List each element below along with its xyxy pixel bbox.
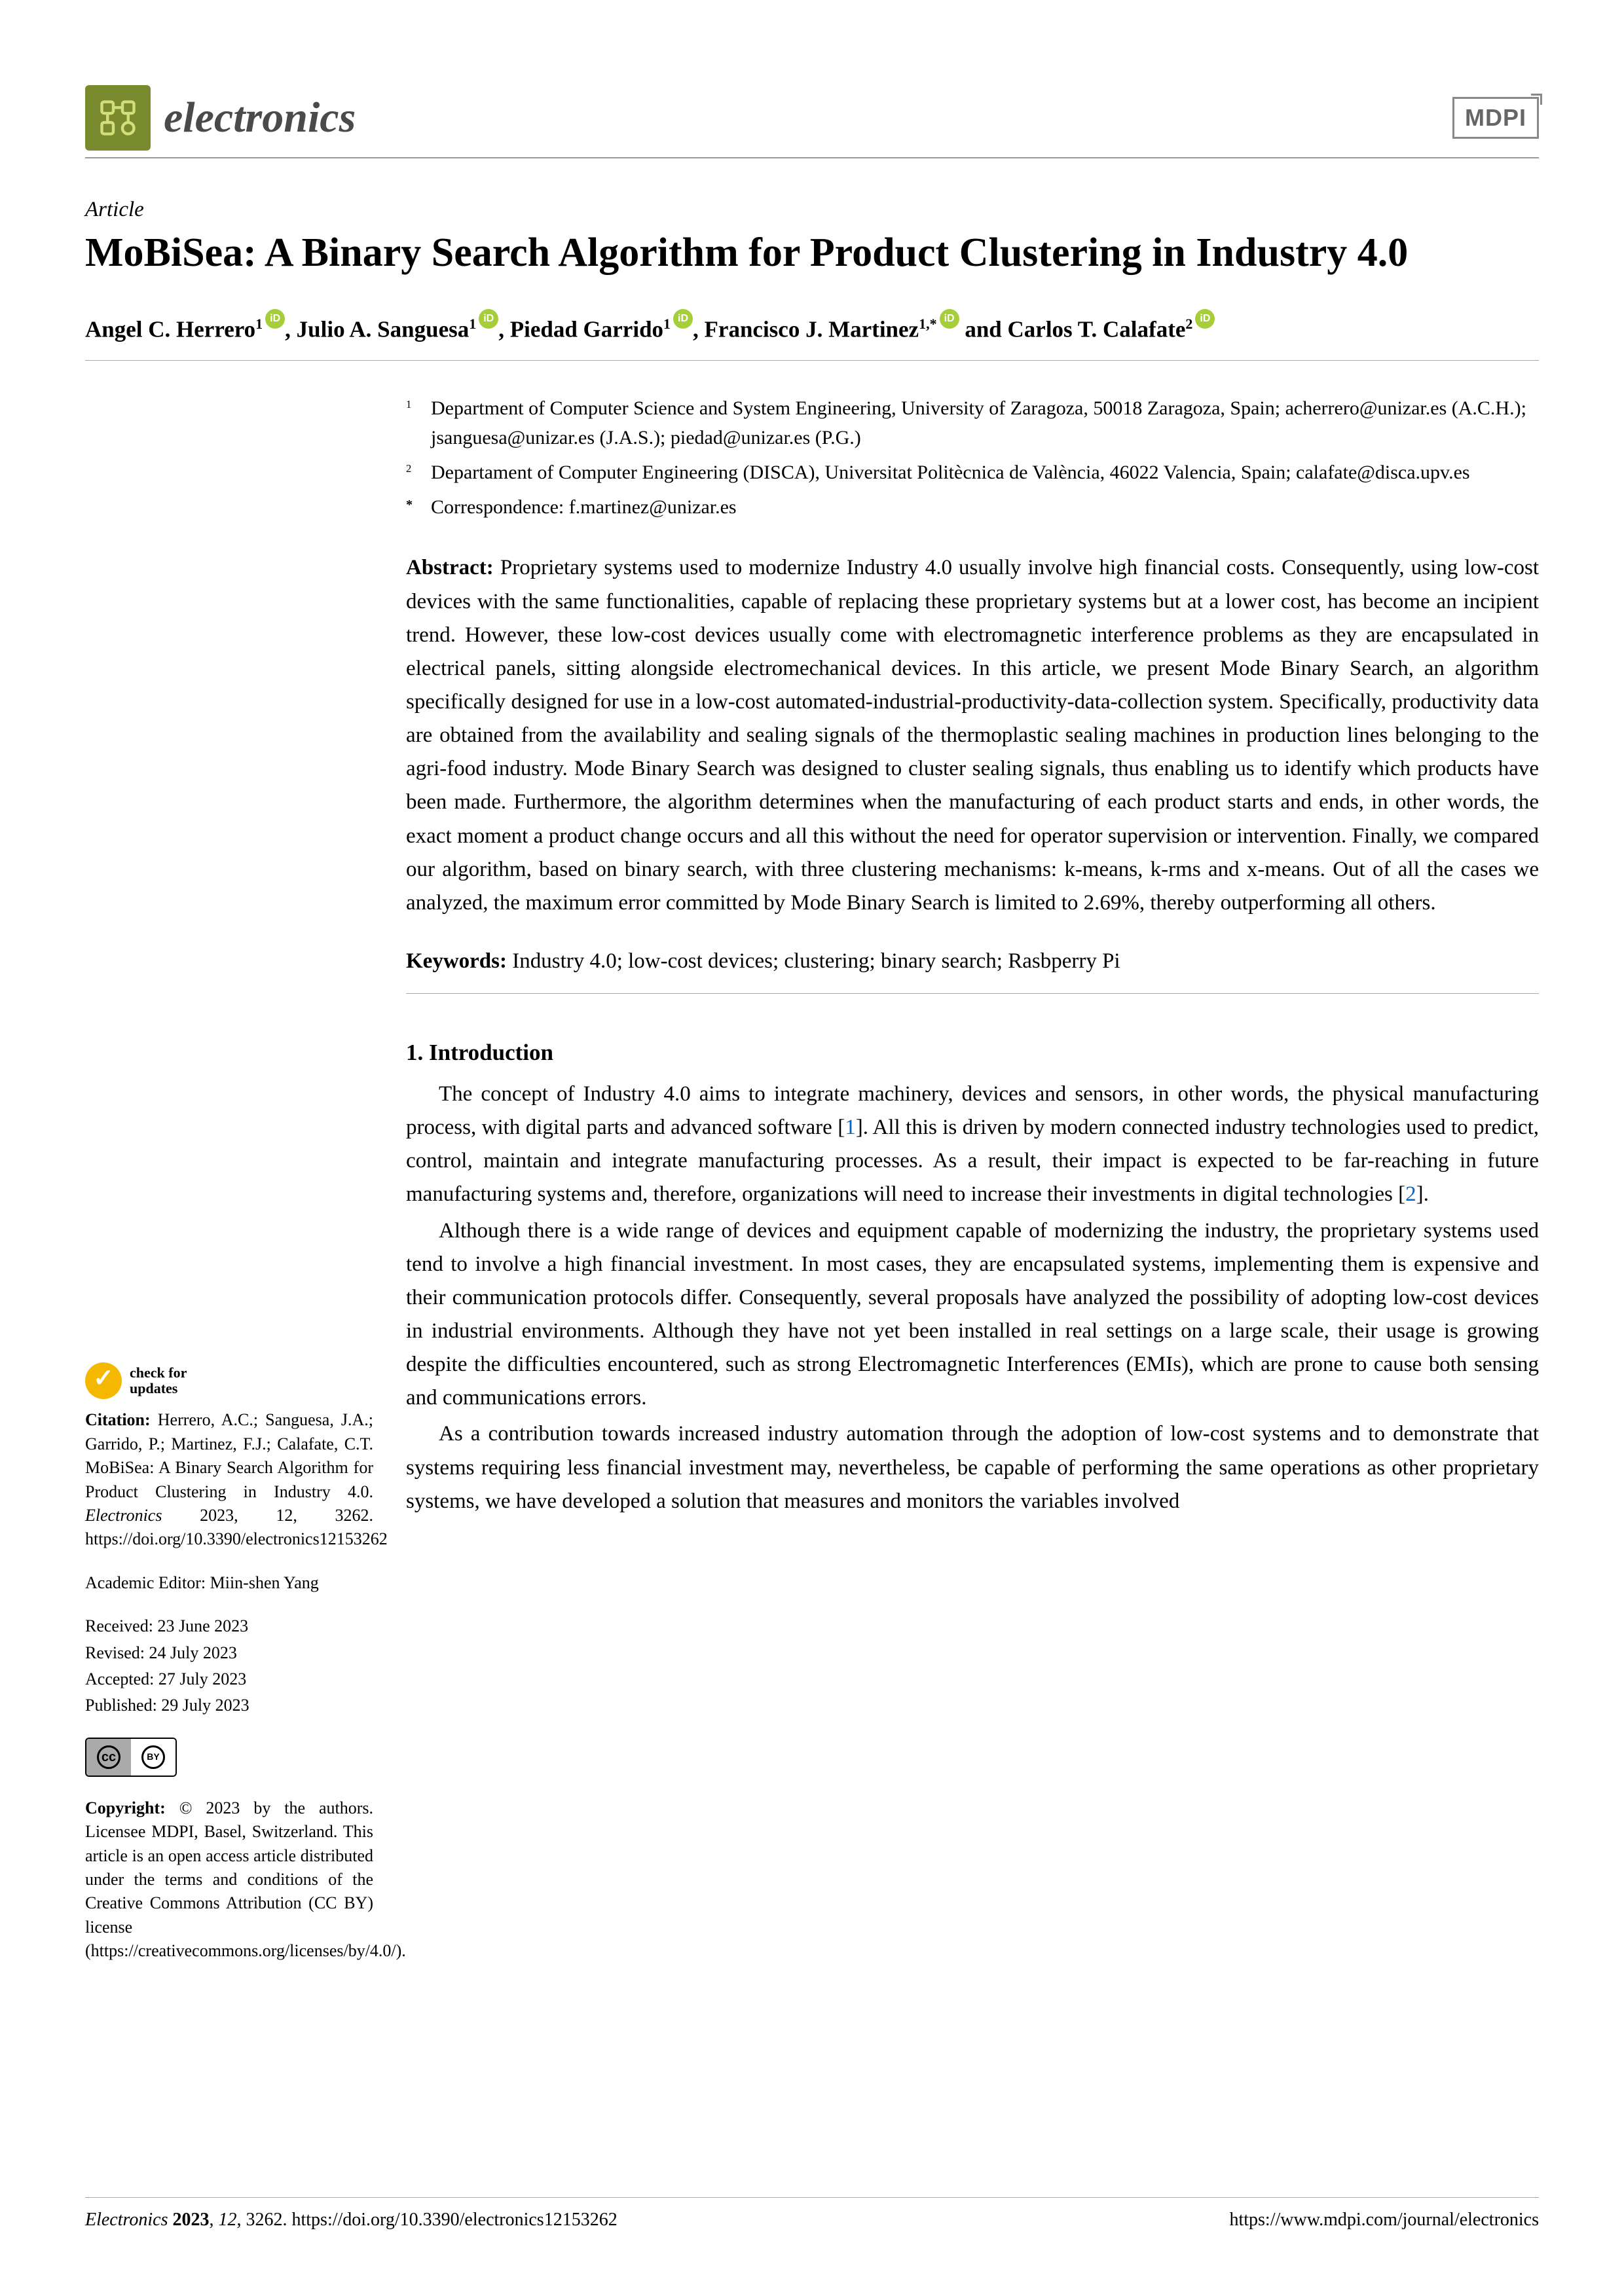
- author-list: Angel C. Herrero1, Julio A. Sanguesa1, P…: [85, 309, 1539, 347]
- author: Julio A. Sanguesa: [297, 317, 470, 342]
- check-updates-icon: [85, 1362, 122, 1399]
- author: Carlos T. Calafate: [1008, 317, 1186, 342]
- license-badge[interactable]: cc BY: [85, 1738, 373, 1777]
- orcid-icon[interactable]: [479, 309, 498, 329]
- author: Piedad Garrido: [510, 317, 663, 342]
- journal-brand: electronics: [85, 85, 356, 151]
- section-heading: 1. Introduction: [406, 1040, 1539, 1066]
- body-text: The concept of Industry 4.0 aims to inte…: [406, 1078, 1539, 1518]
- orcid-icon[interactable]: [1195, 309, 1215, 329]
- citation-block: Citation: Herrero, A.C.; Sanguesa, J.A.;…: [85, 1408, 373, 1551]
- journal-name: electronics: [164, 93, 356, 143]
- keywords: Keywords: Industry 4.0; low-cost devices…: [406, 949, 1539, 974]
- footer-right: https://www.mdpi.com/journal/electronics: [1229, 2210, 1539, 2231]
- academic-editor: Academic Editor: Miin-shen Yang: [85, 1571, 373, 1595]
- header-rule: [85, 157, 1539, 158]
- orcid-icon[interactable]: [673, 309, 693, 329]
- affiliations: 1Department of Computer Science and Syst…: [406, 393, 1539, 522]
- journal-header: electronics MDPI: [85, 85, 1539, 151]
- orcid-icon[interactable]: [265, 309, 285, 329]
- dates-block: Received: 23 June 2023 Revised: 24 July …: [85, 1614, 373, 1718]
- authors-rule: [85, 360, 1539, 361]
- article-title: MoBiSea: A Binary Search Algorithm for P…: [85, 230, 1539, 276]
- sidebar: check for updates Citation: Herrero, A.C…: [85, 393, 373, 1982]
- main-content: 1Department of Computer Science and Syst…: [406, 393, 1539, 1982]
- reference-link[interactable]: 1: [845, 1116, 856, 1139]
- journal-logo-icon: [85, 85, 151, 151]
- author: Angel C. Herrero: [85, 317, 255, 342]
- check-for-updates-button[interactable]: check for updates: [85, 1362, 373, 1399]
- abstract: Abstract: Proprietary systems used to mo…: [406, 551, 1539, 920]
- copyright-block: Copyright: © 2023 by the authors. Licens…: [85, 1796, 373, 1963]
- author: Francisco J. Martinez: [705, 317, 919, 342]
- page-footer: Electronics 2023, 12, 3262. https://doi.…: [85, 2197, 1539, 2231]
- keywords-rule: [406, 993, 1539, 994]
- footer-left: Electronics 2023, 12, 3262. https://doi.…: [85, 2210, 618, 2231]
- article-type: Article: [85, 198, 1539, 222]
- reference-link[interactable]: 2: [1405, 1182, 1416, 1206]
- orcid-icon[interactable]: [940, 309, 959, 329]
- publisher-logo: MDPI: [1452, 97, 1539, 139]
